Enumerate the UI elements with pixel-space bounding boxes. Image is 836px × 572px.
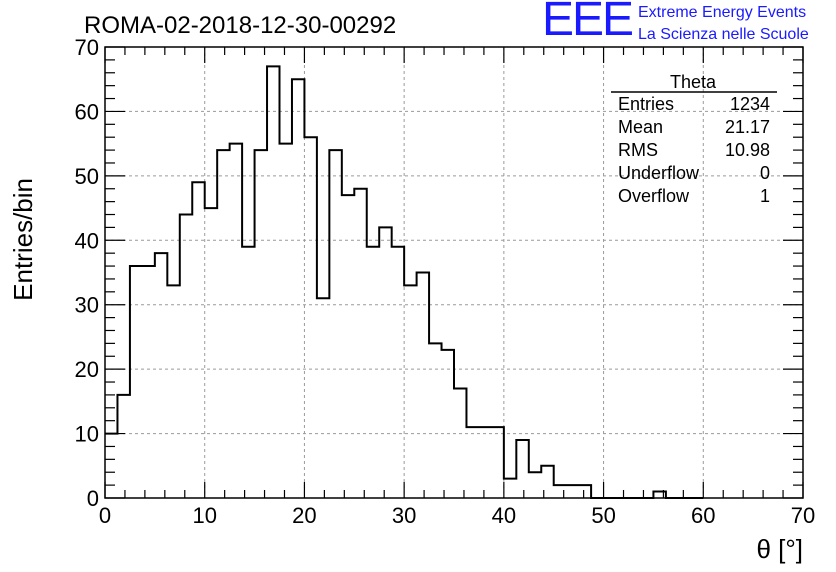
x-tick-label: 70 — [791, 503, 815, 528]
y-tick-label: 30 — [75, 293, 99, 318]
histogram-outline — [105, 65, 704, 499]
x-tick-label: 50 — [591, 503, 615, 528]
y-tick-label: 60 — [75, 99, 99, 124]
grid — [105, 47, 803, 498]
y-tick-label: 20 — [75, 357, 99, 382]
x-tick-label: 10 — [192, 503, 216, 528]
stats-value: 0 — [760, 163, 770, 183]
stats-label: Underflow — [618, 163, 700, 183]
stats-title: Theta — [670, 72, 717, 92]
x-tick-label: 60 — [691, 503, 715, 528]
stats-label: Entries — [618, 94, 674, 114]
stats-value: 10.98 — [725, 140, 770, 160]
y-tick-label: 0 — [87, 486, 99, 511]
y-tick-label: 50 — [75, 164, 99, 189]
y-tick-label: 40 — [75, 228, 99, 253]
stats-label: RMS — [618, 140, 658, 160]
x-tick-label: 0 — [99, 503, 111, 528]
logo-eee-text: EEE — [542, 0, 634, 46]
logo-line-1: Extreme Energy Events — [638, 4, 807, 21]
axis-ticks — [104, 46, 804, 499]
eee-logo: EEE Extreme Energy Events La Scienza nel… — [542, 0, 832, 46]
plot-frame — [104, 46, 804, 499]
x-tick-label: 30 — [392, 503, 416, 528]
stats-label: Overflow — [618, 186, 690, 206]
stats-value: 21.17 — [725, 117, 770, 137]
logo-line-2: La Scienza nelle Scuole — [638, 26, 809, 43]
x-tick-label: 20 — [292, 503, 316, 528]
y-tick-label: 70 — [75, 35, 99, 60]
stats-value: 1 — [760, 186, 770, 206]
y-axis-label: Entries/bin — [8, 178, 38, 301]
x-axis-label: θ [°] — [756, 534, 803, 564]
stats-rows: Entries 1234 Mean 21.17 RMS 10.98 Underflow 0 Ov… — [618, 94, 770, 206]
stats-value: 1234 — [730, 94, 770, 114]
chart-title: ROMA-02-2018-12-30-00292 — [84, 12, 396, 39]
stats-label: Mean — [618, 117, 663, 137]
x-tick-label: 40 — [492, 503, 516, 528]
y-tick-label: 10 — [75, 422, 99, 447]
stats-box: Theta Entries 1234 Mean 21.17 RMS 10.98 Underf… — [611, 72, 777, 206]
